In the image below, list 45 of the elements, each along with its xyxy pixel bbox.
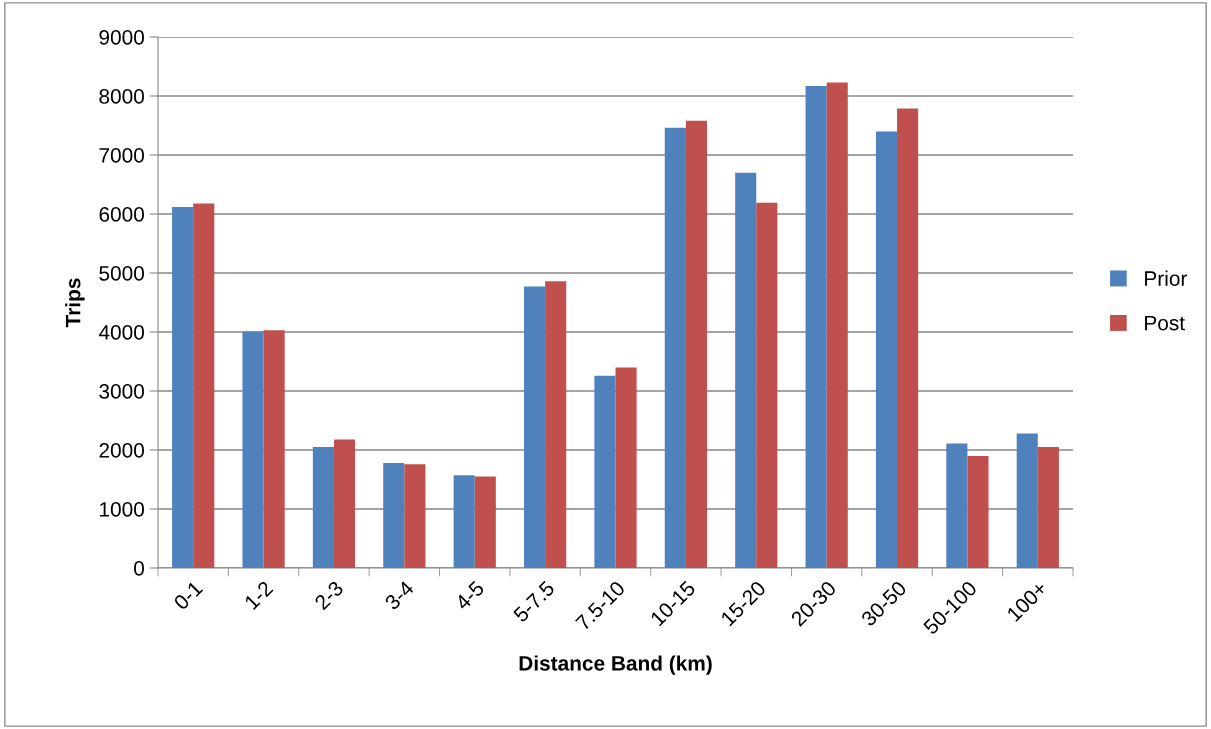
bar bbox=[545, 281, 567, 568]
bar bbox=[664, 127, 686, 568]
x-tick-label: 0-1 bbox=[172, 580, 204, 611]
y-tick-label: 1000 bbox=[100, 502, 144, 517]
x-tick-label: 1-2 bbox=[243, 580, 274, 610]
x-tick-label: 2-3 bbox=[313, 580, 345, 611]
bar bbox=[826, 82, 848, 568]
y-tick-label: 9000 bbox=[99, 30, 144, 45]
bar bbox=[594, 375, 616, 568]
bar bbox=[524, 286, 546, 568]
bar bbox=[453, 475, 475, 568]
bar bbox=[685, 120, 707, 568]
y-tick-label: 6000 bbox=[99, 207, 144, 222]
bar bbox=[193, 203, 215, 568]
x-axis-title: Distance Band (km) bbox=[519, 655, 712, 675]
y-tick-label: 0 bbox=[134, 561, 144, 576]
bar bbox=[805, 85, 827, 568]
x-tick-label: 4-5 bbox=[454, 580, 485, 611]
bar bbox=[875, 131, 898, 568]
x-tick-label: 3-4 bbox=[384, 579, 415, 611]
bar bbox=[615, 367, 637, 568]
y-axis-title: Trips bbox=[65, 278, 85, 328]
bar bbox=[383, 462, 405, 568]
bar bbox=[897, 108, 919, 568]
legend-label: Post bbox=[1145, 315, 1185, 331]
legend-label: Prior bbox=[1145, 270, 1188, 286]
bar bbox=[756, 202, 778, 568]
bar bbox=[312, 447, 334, 568]
bar bbox=[735, 172, 757, 568]
y-tick-label: 2000 bbox=[99, 443, 144, 458]
bar bbox=[946, 443, 968, 568]
bar bbox=[474, 476, 496, 568]
bar bbox=[172, 206, 194, 568]
y-tick-label: 5000 bbox=[99, 266, 144, 281]
bar bbox=[333, 439, 356, 568]
y-tick-label: 8000 bbox=[99, 89, 144, 104]
bar bbox=[1016, 433, 1038, 568]
bar bbox=[242, 331, 264, 568]
bar bbox=[263, 330, 285, 568]
y-tick-label: 4000 bbox=[98, 325, 144, 340]
bar bbox=[967, 455, 989, 568]
y-tick-label: 7000 bbox=[99, 148, 144, 163]
bar bbox=[1037, 447, 1059, 568]
y-tick-label: 3000 bbox=[99, 384, 144, 399]
bar bbox=[404, 464, 426, 568]
